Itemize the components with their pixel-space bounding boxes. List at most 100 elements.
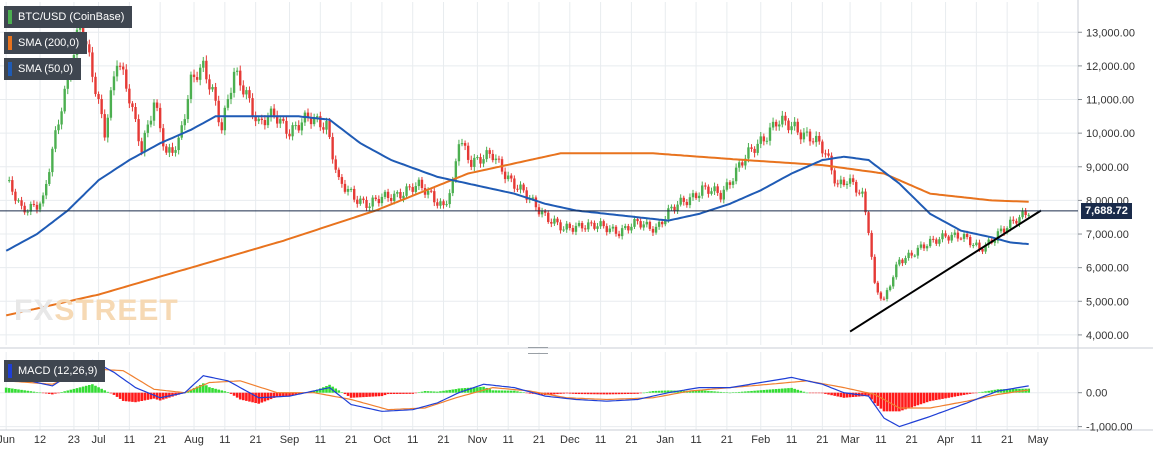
- candle: [479, 153, 482, 168]
- candle-body: [614, 226, 618, 234]
- macd-histogram-bar: [750, 390, 753, 393]
- candle-body: [223, 107, 227, 131]
- macd-histogram-bar: [513, 390, 516, 393]
- macd-histogram-bar: [802, 391, 806, 393]
- candle-body: [168, 147, 171, 153]
- time-axis-label: 11: [875, 434, 886, 446]
- candle: [232, 67, 236, 98]
- legend-main[interactable]: BTC/USD (CoinBase): [4, 6, 133, 28]
- candle: [276, 110, 279, 128]
- candle-body: [932, 238, 935, 240]
- macd-histogram-bar: [371, 392, 374, 397]
- macd-histogram-bar: [516, 391, 519, 393]
- candle: [778, 120, 781, 131]
- candle: [888, 284, 892, 292]
- legend-sma200[interactable]: SMA (200,0): [4, 32, 88, 54]
- macd-histogram-bar: [432, 391, 436, 393]
- candle-body: [183, 119, 186, 126]
- macd-histogram-bar: [392, 392, 396, 394]
- candle-body: [269, 108, 273, 117]
- candle-body: [242, 85, 245, 95]
- time-axis-label: 11: [595, 434, 606, 446]
- candle: [694, 191, 698, 200]
- candle-body: [88, 44, 91, 53]
- macd-histogram-bar: [787, 388, 790, 393]
- macd-histogram-bar: [161, 392, 165, 400]
- candle: [815, 131, 818, 147]
- macd-histogram-bar: [146, 392, 150, 400]
- candle: [20, 196, 23, 210]
- candle: [922, 242, 926, 252]
- candle-body: [192, 74, 196, 78]
- candle-body: [325, 121, 328, 130]
- candle: [972, 243, 975, 249]
- candle: [725, 178, 729, 192]
- macd-histogram-bar: [605, 392, 609, 395]
- candle: [562, 226, 565, 232]
- candle: [950, 232, 953, 243]
- candle-body: [288, 133, 291, 137]
- macd-histogram-bar: [214, 388, 217, 393]
- candle-body: [359, 198, 362, 204]
- candle-body: [100, 99, 103, 115]
- candle: [211, 84, 214, 92]
- macd-histogram-bar: [479, 386, 482, 393]
- candle: [11, 176, 14, 196]
- candle: [593, 220, 596, 231]
- candle-body: [815, 135, 818, 143]
- candle: [54, 126, 57, 153]
- candle-body: [811, 141, 815, 143]
- macd-histogram-bar: [315, 389, 319, 393]
- candle: [430, 188, 433, 194]
- candle: [368, 202, 371, 211]
- candle: [319, 111, 322, 131]
- candle-body: [180, 125, 183, 138]
- candle-body: [189, 74, 193, 99]
- candle: [836, 179, 839, 188]
- macd-histogram-bar: [205, 385, 208, 393]
- macd-histogram-bar: [143, 392, 147, 401]
- macd-histogram-bar: [282, 392, 285, 397]
- candle: [753, 146, 756, 158]
- candle: [654, 223, 658, 235]
- macd-histogram-bar: [919, 392, 923, 405]
- macd-histogram-bar: [454, 389, 458, 393]
- candle-body: [713, 186, 716, 192]
- candle-body: [214, 86, 217, 101]
- macd-histogram-bar: [402, 392, 405, 394]
- candle-body: [1002, 228, 1006, 233]
- candle: [245, 86, 248, 100]
- candle-body: [624, 226, 627, 229]
- macd-histogram-bar: [408, 392, 411, 394]
- macd-histogram-bar: [836, 392, 840, 397]
- panel-resize-handle[interactable]: [528, 347, 548, 354]
- macd-axis-label: -1,000.00: [1086, 422, 1132, 434]
- macd-histogram-bar: [882, 392, 886, 412]
- candle: [494, 154, 498, 165]
- candle-body: [611, 226, 615, 229]
- macd-histogram-bar: [44, 392, 48, 394]
- legend-sma50[interactable]: SMA (50,0): [4, 58, 82, 80]
- candle-body: [577, 222, 581, 226]
- macd-histogram-bar: [519, 391, 522, 393]
- macd-histogram-bar: [131, 392, 134, 402]
- candle-body: [818, 135, 821, 142]
- time-axis-label: 21: [721, 434, 733, 446]
- macd-histogram-bar: [747, 391, 750, 393]
- candle: [476, 155, 479, 160]
- macd-histogram-bar: [389, 392, 393, 395]
- macd-histogram-bar: [759, 390, 763, 393]
- macd-histogram-bar: [623, 392, 627, 395]
- legend-macd[interactable]: MACD (12,26,9): [4, 360, 106, 382]
- candle: [134, 102, 137, 123]
- macd-histogram-bar: [497, 390, 501, 393]
- macd-histogram-bar: [414, 392, 418, 394]
- candle: [947, 234, 950, 244]
- macd-histogram-bar: [876, 392, 880, 406]
- candle-body: [1009, 219, 1012, 229]
- time-axis-label: Mar: [841, 434, 860, 446]
- macd-histogram-bar: [352, 392, 356, 398]
- macd-histogram-bar: [867, 392, 870, 396]
- macd-histogram-bar: [580, 392, 584, 395]
